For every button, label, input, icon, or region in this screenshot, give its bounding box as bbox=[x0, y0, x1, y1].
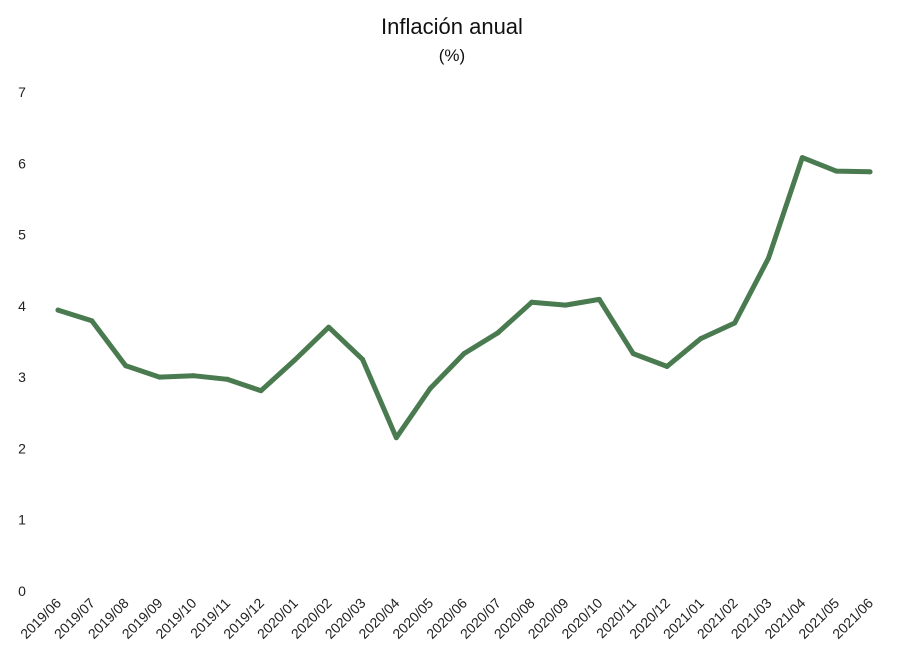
y-tick-label: 4 bbox=[18, 298, 26, 314]
data-point bbox=[461, 351, 467, 357]
data-point bbox=[596, 296, 602, 302]
data-point bbox=[529, 299, 535, 305]
data-point bbox=[799, 155, 805, 161]
series-layer bbox=[55, 155, 873, 441]
y-tick-label: 3 bbox=[18, 369, 26, 385]
data-point bbox=[360, 356, 365, 362]
data-point bbox=[664, 363, 670, 369]
y-tick-label: 7 bbox=[18, 84, 26, 100]
y-tick-label: 2 bbox=[18, 440, 26, 456]
data-point bbox=[563, 302, 568, 308]
data-point bbox=[698, 336, 704, 342]
y-tick-label: 5 bbox=[18, 227, 26, 243]
data-point bbox=[258, 388, 264, 394]
y-axis: 0 1 2 3 4 5 6 7 bbox=[18, 84, 26, 599]
data-point bbox=[89, 318, 95, 324]
y-tick-label: 6 bbox=[18, 155, 26, 171]
chart-title: Inflación anual bbox=[381, 14, 523, 39]
data-point bbox=[55, 307, 61, 313]
data-point bbox=[867, 169, 873, 175]
data-point bbox=[292, 357, 298, 363]
data-point bbox=[326, 324, 332, 330]
data-point bbox=[833, 168, 839, 174]
data-point bbox=[157, 374, 162, 380]
series-line bbox=[55, 155, 873, 441]
data-point bbox=[732, 320, 738, 326]
y-tick-label: 0 bbox=[18, 583, 26, 599]
y-tick-label: 1 bbox=[18, 512, 26, 528]
data-point bbox=[393, 435, 399, 441]
data-point bbox=[495, 330, 501, 336]
chart-subtitle: (%) bbox=[438, 46, 466, 65]
data-point bbox=[766, 255, 771, 261]
data-point bbox=[630, 351, 636, 357]
data-point bbox=[190, 373, 196, 379]
data-point bbox=[427, 386, 433, 392]
data-point bbox=[224, 376, 230, 382]
x-axis: 2019/062019/072019/082019/092019/102019/… bbox=[17, 595, 876, 642]
data-point bbox=[123, 363, 129, 369]
